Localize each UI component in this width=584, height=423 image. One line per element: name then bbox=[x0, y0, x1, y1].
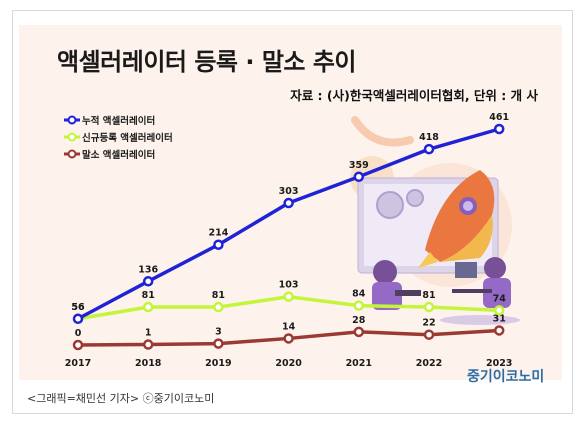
image-caption: <그래픽=채민선 기자> ⓒ중기이코노미 bbox=[27, 392, 215, 405]
data-label-2-1: 1 bbox=[145, 328, 152, 339]
x-tick-label-4: 2021 bbox=[346, 358, 372, 369]
data-point-0-2 bbox=[213, 239, 224, 250]
data-point-2-4 bbox=[353, 326, 365, 338]
data-label-2-6: 31 bbox=[493, 313, 506, 324]
data-label-2-4: 28 bbox=[352, 315, 366, 326]
brand-logo-text: 중기이코노미 bbox=[467, 369, 545, 385]
x-tick-label-5: 2022 bbox=[416, 358, 442, 369]
series-2: 0 1 3 14 28 22 31 bbox=[72, 313, 506, 351]
data-point-2-2 bbox=[213, 338, 224, 349]
legend-marker-2 bbox=[67, 149, 77, 159]
data-label-1-4: 84 bbox=[352, 289, 366, 300]
data-point-2-1 bbox=[142, 339, 154, 350]
data-point-1-4 bbox=[353, 300, 365, 311]
data-point-2-6 bbox=[493, 325, 505, 336]
data-point-2-0 bbox=[72, 339, 84, 351]
legend-label-0: 누적 액셀러레이터 bbox=[82, 115, 155, 127]
legend-label-2: 말소 액셀러레이터 bbox=[82, 149, 155, 161]
data-label-0-2: 214 bbox=[208, 228, 228, 239]
data-point-1-2 bbox=[213, 301, 224, 313]
data-label-1-3: 103 bbox=[279, 280, 299, 291]
x-tick-label-6: 2023 bbox=[486, 358, 512, 369]
legend-item-1: 신규등록 액셀러레이터 bbox=[64, 132, 173, 144]
data-point-0-1 bbox=[142, 276, 154, 287]
data-point-1-5 bbox=[423, 301, 435, 313]
x-axis: 2017 2018 2019 2020 2021 2022 2023 bbox=[65, 358, 513, 369]
x-tick-label-2: 2019 bbox=[205, 358, 231, 369]
data-label-1-6: 74 bbox=[493, 293, 507, 304]
source-note: 자료 : (사)한국액셀러레이터협회, 단위 : 개 사 bbox=[290, 88, 538, 103]
data-label-2-0: 0 bbox=[75, 328, 82, 339]
legend-item-0: 누적 액셀러레이터 bbox=[64, 115, 155, 127]
data-label-0-0: 56 bbox=[71, 302, 85, 313]
data-label-0-3: 303 bbox=[279, 186, 299, 197]
data-point-0-4 bbox=[353, 171, 365, 183]
x-tick-label-0: 2017 bbox=[65, 358, 91, 369]
chart-title: 액셀러레이터 등록 · 말소 추이 bbox=[57, 48, 357, 76]
data-label-1-2: 81 bbox=[212, 290, 225, 301]
data-point-0-6 bbox=[493, 123, 505, 135]
data-label-1-0: 56 bbox=[71, 302, 85, 313]
x-tick-label-3: 2020 bbox=[275, 358, 302, 369]
data-label-2-2: 3 bbox=[215, 327, 222, 338]
data-label-1-1: 81 bbox=[142, 290, 155, 301]
data-label-2-3: 14 bbox=[282, 321, 296, 332]
data-point-0-0 bbox=[72, 313, 84, 325]
data-label-1-5: 81 bbox=[422, 290, 435, 301]
rocket-illustration bbox=[350, 116, 520, 325]
data-point-1-3 bbox=[283, 291, 294, 302]
data-point-0-5 bbox=[423, 143, 435, 155]
data-label-0-4: 359 bbox=[349, 160, 369, 171]
data-label-0-6: 461 bbox=[489, 112, 509, 123]
data-label-0-5: 418 bbox=[419, 132, 439, 143]
legend-marker-0 bbox=[67, 115, 77, 125]
legend-marker-1 bbox=[67, 132, 77, 142]
legend: 누적 액셀러레이터 신규등록 액셀러레이터 말소 액셀러레이터 bbox=[64, 115, 173, 161]
data-point-0-3 bbox=[283, 197, 294, 209]
data-label-0-1: 136 bbox=[138, 264, 158, 275]
data-point-1-1 bbox=[142, 301, 154, 313]
data-point-1-6 bbox=[493, 305, 505, 316]
data-point-2-5 bbox=[423, 329, 435, 340]
data-point-2-3 bbox=[283, 333, 294, 344]
x-tick-label-1: 2018 bbox=[135, 358, 162, 369]
legend-label-1: 신규등록 액셀러레이터 bbox=[82, 132, 173, 144]
series-0: 56 136 214 303 359 418 461 bbox=[71, 112, 509, 325]
data-label-2-5: 22 bbox=[422, 318, 435, 329]
legend-item-2: 말소 액셀러레이터 bbox=[64, 149, 155, 161]
